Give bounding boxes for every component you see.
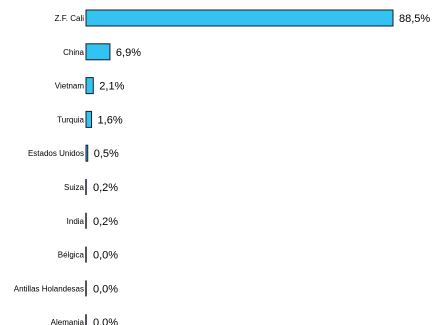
category-label: Bélgica bbox=[58, 251, 85, 260]
category-label: Turquia bbox=[57, 115, 84, 124]
value-label: 0,5% bbox=[94, 148, 119, 160]
value-label: 0,2% bbox=[93, 216, 118, 228]
value-label: 1,6% bbox=[98, 114, 123, 126]
category-label: Estados Unidos bbox=[28, 149, 84, 158]
value-label: 0,0% bbox=[93, 317, 118, 325]
value-label: 0,2% bbox=[93, 182, 118, 194]
category-label: India bbox=[67, 217, 85, 226]
value-label: 0,0% bbox=[93, 283, 118, 295]
category-label: Suiza bbox=[64, 183, 85, 192]
category-label: China bbox=[63, 48, 84, 57]
bar bbox=[85, 77, 94, 95]
category-label: Vietnam bbox=[55, 82, 85, 91]
value-label: 6,9% bbox=[116, 47, 141, 59]
value-label: 0,0% bbox=[93, 250, 118, 262]
bar bbox=[85, 144, 89, 162]
category-label: Z.F. Cali bbox=[55, 14, 85, 23]
bar bbox=[85, 43, 111, 61]
value-label: 88,5% bbox=[399, 13, 430, 25]
value-label: 2,1% bbox=[99, 81, 124, 93]
category-label: Alemania bbox=[51, 318, 85, 325]
category-label: Antillas Holandesas bbox=[14, 284, 84, 293]
bar bbox=[85, 9, 394, 27]
bar bbox=[85, 110, 93, 128]
